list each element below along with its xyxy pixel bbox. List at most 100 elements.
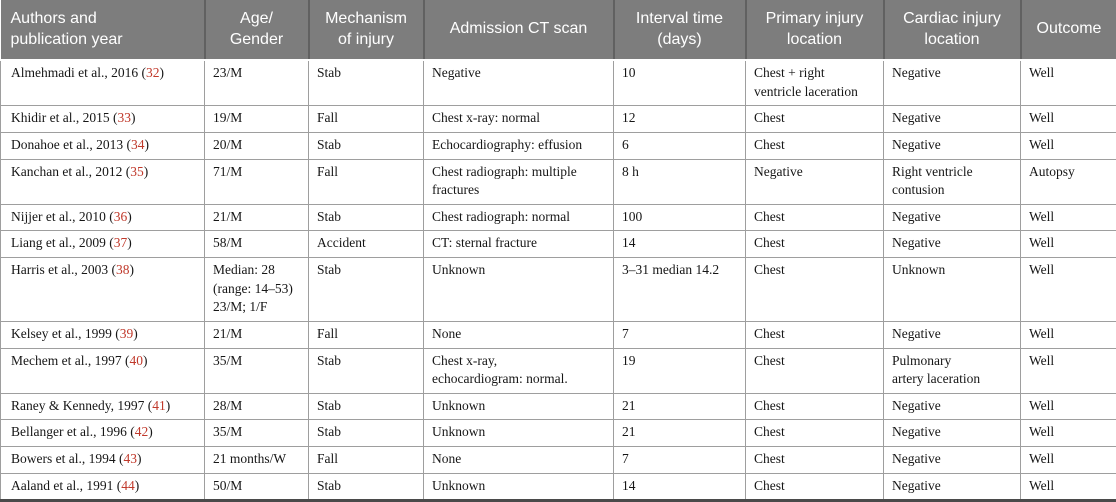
citation-ref-link[interactable]: 33 — [117, 110, 131, 125]
column-header-authors: Authors and publication year — [1, 0, 205, 60]
cell-authors: Kelsey et al., 1999 (39) — [1, 321, 205, 348]
cell-cardiac-injury: Negative — [884, 231, 1021, 258]
cell-outcome: Well — [1021, 321, 1116, 348]
cell-authors: Mechem et al., 1997 (40) — [1, 348, 205, 393]
cell-outcome: Well — [1021, 393, 1116, 420]
cell-mechanism: Fall — [309, 321, 424, 348]
cell-ct-scan: Unknown — [424, 473, 614, 501]
cell-cardiac-injury: Negative — [884, 106, 1021, 133]
cell-primary-injury: Chest — [746, 473, 884, 501]
cell-mechanism: Stab — [309, 204, 424, 231]
cell-interval: 19 — [614, 348, 746, 393]
cell-mechanism: Fall — [309, 447, 424, 474]
cell-interval: 7 — [614, 321, 746, 348]
column-header-primary-injury: Primary injury location — [746, 0, 884, 60]
cell-primary-injury: Chest — [746, 204, 884, 231]
cell-interval: 8 h — [614, 159, 746, 204]
cell-authors: Harris et al., 2003 (38) — [1, 258, 205, 322]
cell-cardiac-injury: Negative — [884, 473, 1021, 501]
cell-outcome: Well — [1021, 258, 1116, 322]
citation-ref-link[interactable]: 40 — [129, 353, 143, 368]
cell-authors: Kanchan et al., 2012 (35) — [1, 159, 205, 204]
column-header-age-gender: Age/ Gender — [205, 0, 309, 60]
citation-ref-link[interactable]: 39 — [120, 326, 134, 341]
cell-age-gender: 19/M — [205, 106, 309, 133]
cell-interval: 7 — [614, 447, 746, 474]
cell-interval: 14 — [614, 231, 746, 258]
cell-age-gender: 21 months/W — [205, 447, 309, 474]
column-header-mechanism: Mechanism of injury — [309, 0, 424, 60]
cell-primary-injury: Chest — [746, 447, 884, 474]
cell-authors: Raney & Kennedy, 1997 (41) — [1, 393, 205, 420]
cell-age-gender: 21/M — [205, 321, 309, 348]
cell-primary-injury: Chest + right ventricle laceration — [746, 60, 884, 106]
cell-authors: Liang et al., 2009 (37) — [1, 231, 205, 258]
cell-primary-injury: Chest — [746, 132, 884, 159]
cell-ct-scan: Unknown — [424, 393, 614, 420]
cell-outcome: Well — [1021, 473, 1116, 501]
cell-ct-scan: Unknown — [424, 420, 614, 447]
cell-interval: 6 — [614, 132, 746, 159]
cell-interval: 12 — [614, 106, 746, 133]
cell-outcome: Well — [1021, 106, 1116, 133]
cell-ct-scan: Chest radiograph: normal — [424, 204, 614, 231]
citation-ref-link[interactable]: 38 — [116, 262, 130, 277]
citation-ref-link[interactable]: 36 — [114, 209, 128, 224]
cell-outcome: Well — [1021, 204, 1116, 231]
cell-ct-scan: Chest radiograph: multiple fractures — [424, 159, 614, 204]
column-header-cardiac-injury: Cardiac injury location — [884, 0, 1021, 60]
cell-interval: 3–31 median 14.2 — [614, 258, 746, 322]
cell-cardiac-injury: Negative — [884, 132, 1021, 159]
cell-mechanism: Accident — [309, 231, 424, 258]
cell-primary-injury: Chest — [746, 393, 884, 420]
cell-outcome: Well — [1021, 420, 1116, 447]
cell-age-gender: 21/M — [205, 204, 309, 231]
cell-mechanism: Stab — [309, 348, 424, 393]
cell-ct-scan: Echocardiography: effusion — [424, 132, 614, 159]
cell-authors: Nijjer et al., 2010 (36) — [1, 204, 205, 231]
table-row: Harris et al., 2003 (38)Median: 28 (rang… — [1, 258, 1116, 322]
cell-primary-injury: Chest — [746, 106, 884, 133]
cell-cardiac-injury: Unknown — [884, 258, 1021, 322]
cell-interval: 14 — [614, 473, 746, 501]
citation-ref-link[interactable]: 43 — [123, 451, 137, 466]
cell-cardiac-injury: Negative — [884, 60, 1021, 106]
citation-ref-link[interactable]: 41 — [152, 398, 166, 413]
cell-outcome: Well — [1021, 231, 1116, 258]
column-header-interval: Interval time (days) — [614, 0, 746, 60]
cell-age-gender: 58/M — [205, 231, 309, 258]
citation-ref-link[interactable]: 37 — [114, 235, 128, 250]
citation-ref-link[interactable]: 35 — [130, 164, 144, 179]
cell-age-gender: 50/M — [205, 473, 309, 501]
cell-ct-scan: Negative — [424, 60, 614, 106]
citation-ref-link[interactable]: 42 — [135, 424, 149, 439]
cell-age-gender: 23/M — [205, 60, 309, 106]
cell-cardiac-injury: Right ventricle contusion — [884, 159, 1021, 204]
cell-mechanism: Stab — [309, 393, 424, 420]
cell-age-gender: 35/M — [205, 420, 309, 447]
cell-primary-injury: Chest — [746, 348, 884, 393]
cell-mechanism: Fall — [309, 159, 424, 204]
citation-ref-link[interactable]: 44 — [121, 478, 135, 493]
cell-cardiac-injury: Negative — [884, 393, 1021, 420]
citation-ref-link[interactable]: 32 — [146, 65, 160, 80]
cell-mechanism: Stab — [309, 60, 424, 106]
cell-outcome: Well — [1021, 60, 1116, 106]
cell-primary-injury: Chest — [746, 420, 884, 447]
column-header-outcome: Outcome — [1021, 0, 1116, 60]
citation-ref-link[interactable]: 34 — [131, 137, 145, 152]
cell-age-gender: 71/M — [205, 159, 309, 204]
cell-ct-scan: Chest x-ray: normal — [424, 106, 614, 133]
cell-age-gender: 20/M — [205, 132, 309, 159]
cell-mechanism: Fall — [309, 106, 424, 133]
